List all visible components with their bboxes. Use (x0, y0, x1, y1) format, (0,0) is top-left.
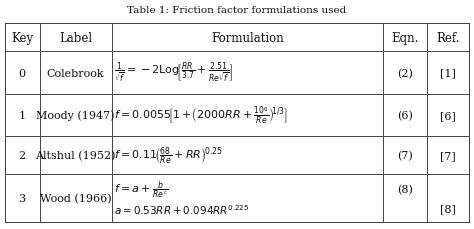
Text: 2: 2 (18, 151, 26, 161)
Text: [8]: [8] (440, 203, 456, 213)
Text: Colebrook: Colebrook (47, 68, 104, 78)
Text: $f = 0.11\!\left(\frac{68}{Re}+RR\right)^{\!0.25}$: $f = 0.11\!\left(\frac{68}{Re}+RR\right)… (114, 145, 223, 166)
Bar (5, 24, 469, 222)
Text: [1]: [1] (440, 68, 456, 78)
Text: 0: 0 (18, 68, 26, 78)
Text: Altshul (1952): Altshul (1952) (36, 150, 116, 161)
Text: [6]: [6] (440, 111, 456, 120)
Text: (8): (8) (398, 184, 413, 194)
Text: (2): (2) (398, 68, 413, 78)
Text: Key: Key (11, 32, 33, 45)
Text: Formulation: Formulation (211, 32, 284, 45)
Text: $a = 0.53RR + 0.094RR^{0.225}$: $a = 0.53RR + 0.094RR^{0.225}$ (114, 202, 249, 216)
Text: $f = a + \frac{b}{Re^{\,c}}$: $f = a + \frac{b}{Re^{\,c}}$ (114, 179, 169, 201)
Text: Table 1: Friction factor formulations used: Table 1: Friction factor formulations us… (128, 6, 346, 15)
Text: (6): (6) (398, 110, 413, 121)
Text: Wood (1966): Wood (1966) (40, 193, 111, 203)
Text: $f = 0.0055\!\left[1+\!\left(2000RR+\frac{10^6}{Re}\right)^{\!\!1/3}\right]$: $f = 0.0055\!\left[1+\!\left(2000RR+\fra… (114, 106, 288, 125)
Text: $\frac{1}{\sqrt{f}} = -2\mathrm{Log}\!\left[\frac{RR}{3.7}+\frac{2.51}{Re\sqrt{f: $\frac{1}{\sqrt{f}} = -2\mathrm{Log}\!\l… (114, 61, 233, 86)
Text: 1: 1 (18, 111, 26, 120)
Text: (7): (7) (398, 150, 413, 161)
Text: [7]: [7] (440, 151, 456, 161)
Text: 3: 3 (18, 193, 26, 203)
Text: Moody (1947): Moody (1947) (36, 110, 115, 121)
Text: Ref.: Ref. (437, 32, 460, 45)
Text: Label: Label (59, 32, 92, 45)
Text: Eqn.: Eqn. (392, 32, 419, 45)
